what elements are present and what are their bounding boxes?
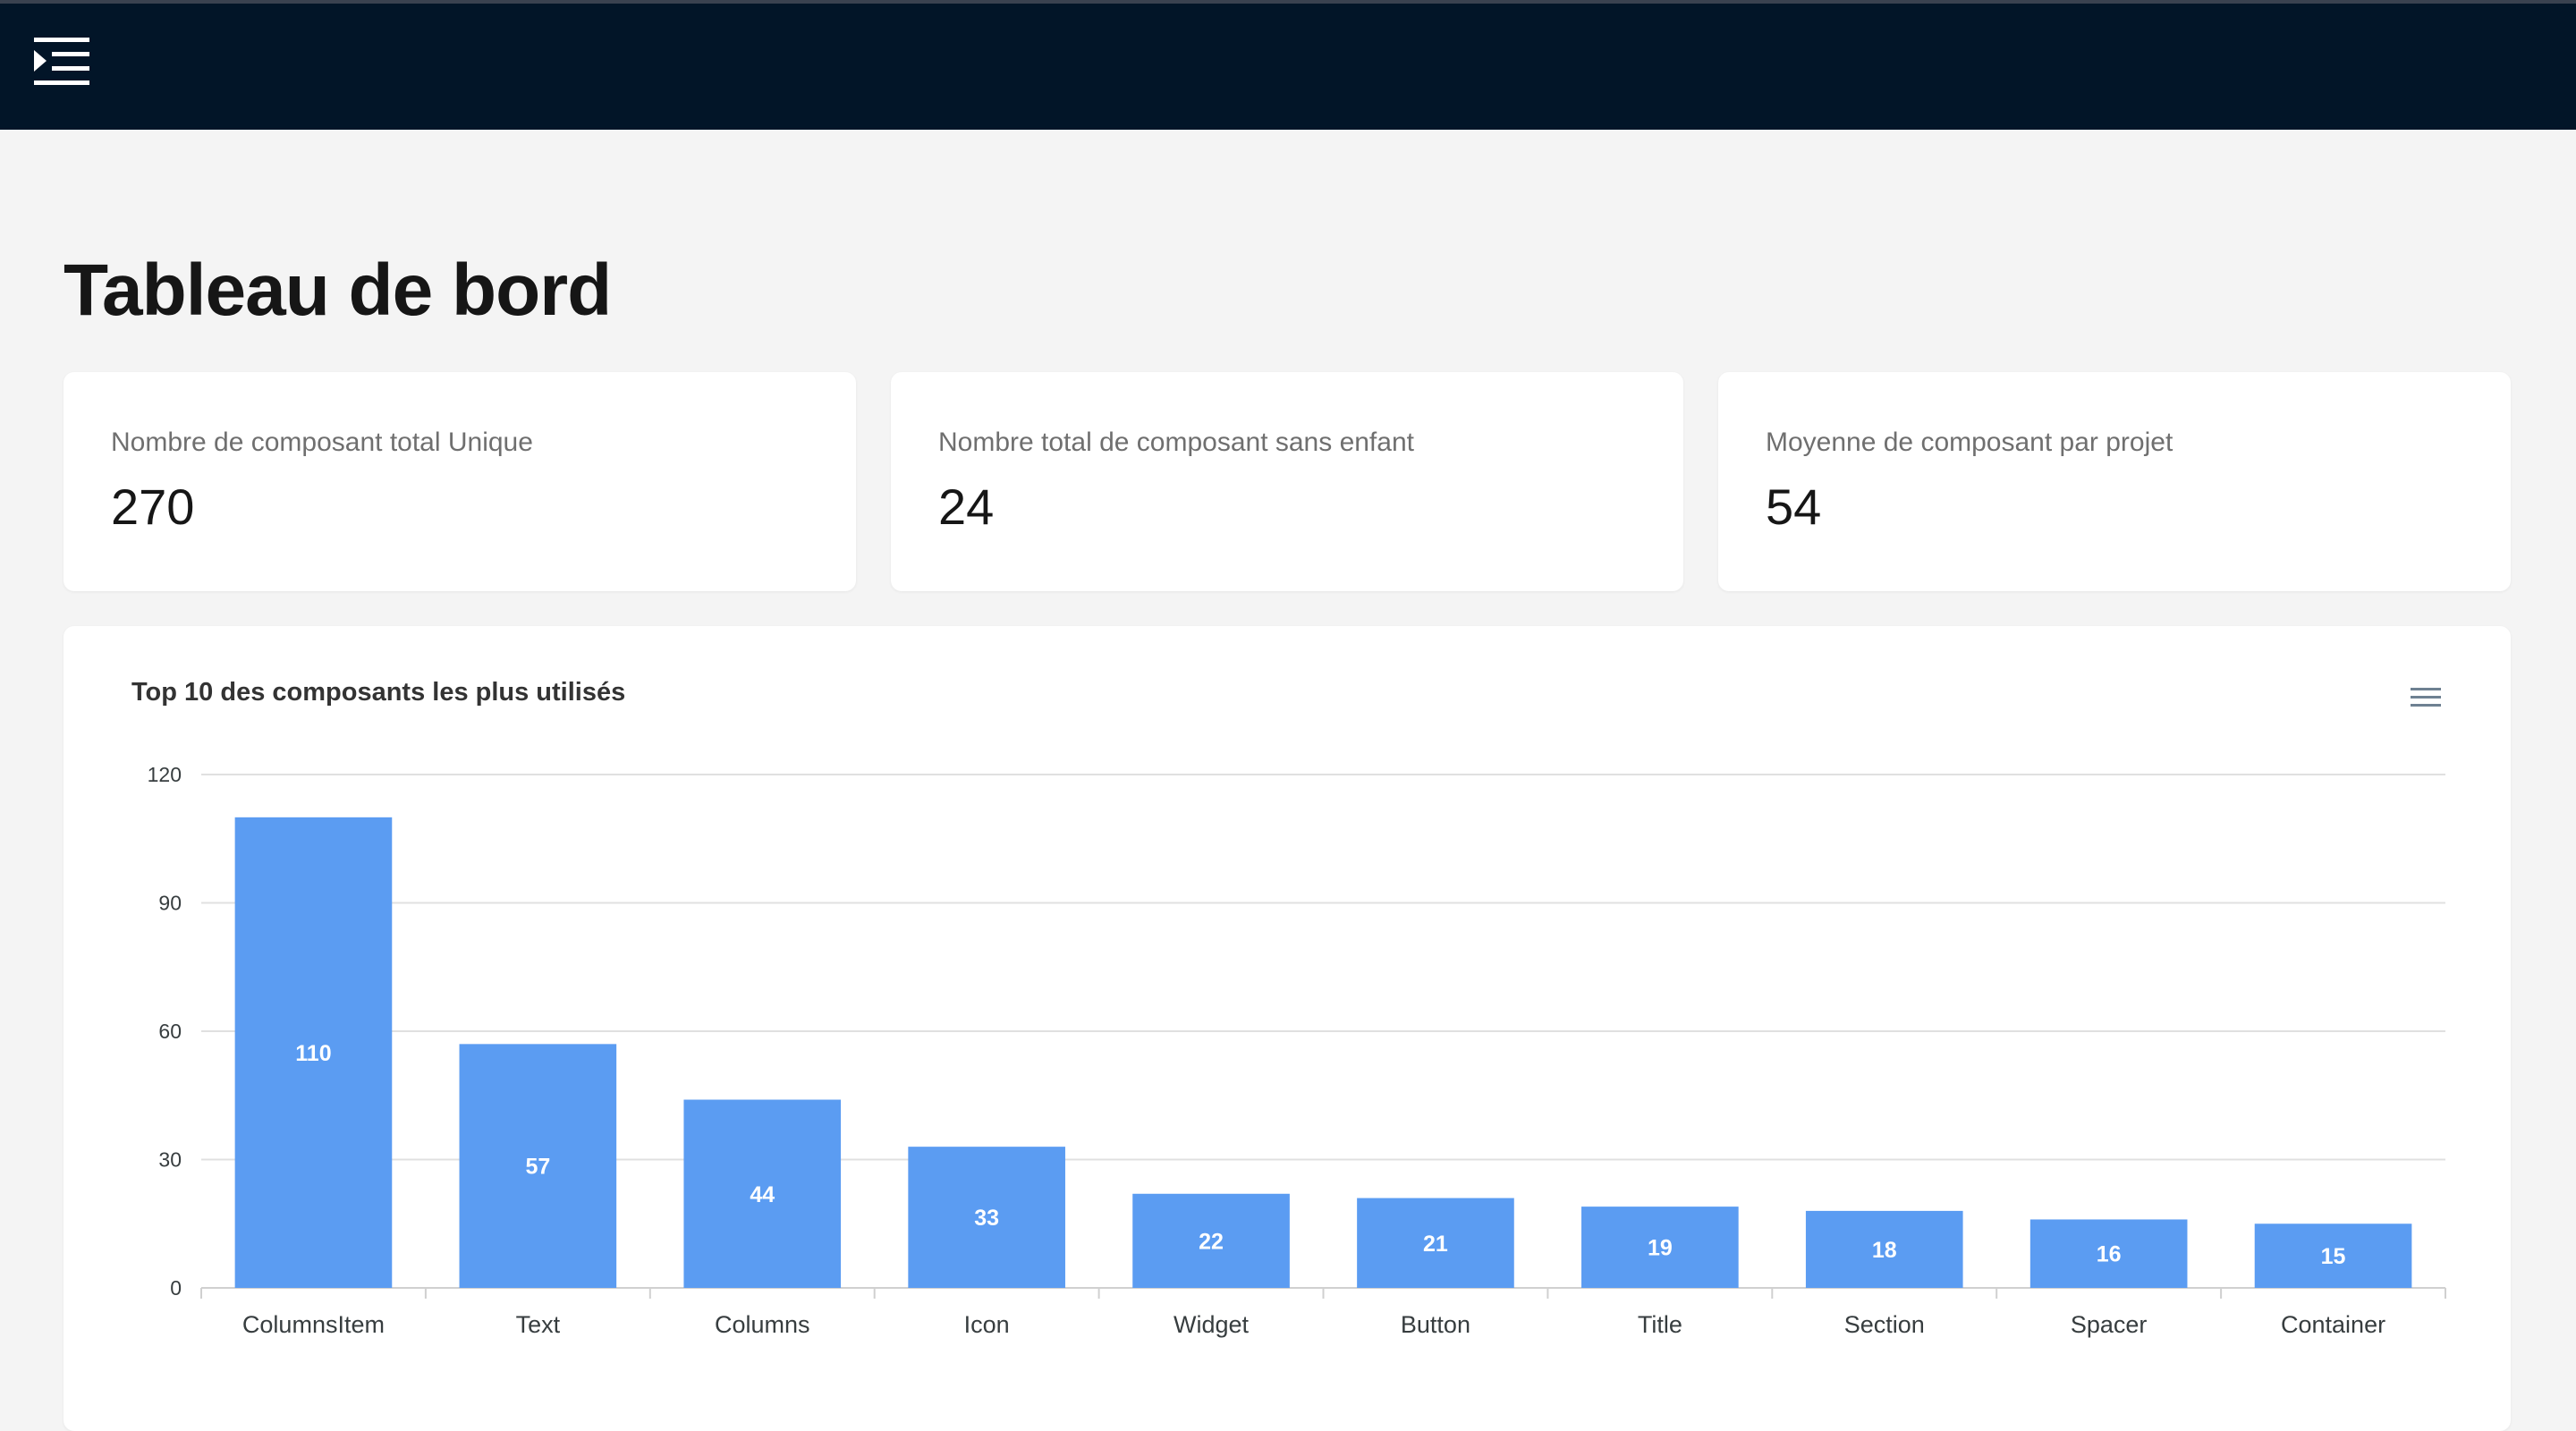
stat-value: 270 xyxy=(111,478,195,535)
y-tick-label: 90 xyxy=(158,892,182,915)
y-tick-label: 0 xyxy=(170,1276,182,1300)
menu-collapse-icon[interactable] xyxy=(29,34,93,95)
data-label: 19 xyxy=(1648,1236,1673,1261)
y-tick-label: 60 xyxy=(158,1020,182,1043)
chart-title: Top 10 des composants les plus utilisés xyxy=(131,678,626,707)
x-category-label: Container xyxy=(2281,1311,2385,1338)
y-tick-label: 120 xyxy=(148,763,182,786)
data-label: 15 xyxy=(2321,1244,2346,1269)
stat-label: Nombre total de composant sans enfant xyxy=(938,428,1414,457)
stat-card-without-children: Nombre total de composant sans enfant 24 xyxy=(891,372,1683,591)
top-components-chart-panel: Top 10 des composants les plus utilisés … xyxy=(64,626,2511,1431)
data-label: 110 xyxy=(295,1041,331,1066)
stat-label: Nombre de composant total Unique xyxy=(111,428,533,457)
data-label: 18 xyxy=(1872,1238,1897,1263)
data-label: 57 xyxy=(525,1155,550,1180)
stat-card-average-per-project: Moyenne de composant par projet 54 xyxy=(1718,372,2511,591)
bar xyxy=(2029,1219,2188,1288)
x-category-label: Text xyxy=(516,1311,561,1338)
x-category-label: Title xyxy=(1638,1311,1682,1338)
bar xyxy=(908,1147,1065,1288)
stat-card-total-unique: Nombre de composant total Unique 270 xyxy=(64,372,856,591)
x-category-label: Widget xyxy=(1174,1311,1250,1338)
data-label: 44 xyxy=(750,1182,775,1207)
bar xyxy=(459,1044,617,1288)
bar xyxy=(683,1099,842,1288)
x-category-label: Spacer xyxy=(2071,1311,2148,1338)
bar xyxy=(2254,1224,2412,1288)
data-label: 33 xyxy=(974,1206,999,1231)
stat-value: 24 xyxy=(938,478,995,535)
x-category-label: Button xyxy=(1401,1311,1470,1338)
stat-label: Moyenne de composant par projet xyxy=(1766,428,2174,457)
stat-value: 54 xyxy=(1766,478,1822,535)
page-title: Tableau de bord xyxy=(64,250,612,331)
bar xyxy=(1581,1207,1739,1288)
data-label: 22 xyxy=(1199,1229,1224,1254)
x-category-label: Section xyxy=(1844,1311,1925,1338)
data-label: 21 xyxy=(1423,1232,1448,1257)
bar xyxy=(1805,1210,1963,1288)
x-category-label: Icon xyxy=(964,1311,1010,1338)
bar xyxy=(1357,1198,1514,1288)
hamburger-menu-icon[interactable] xyxy=(2409,683,2445,712)
x-category-label: Columns xyxy=(715,1311,810,1338)
top-navigation-bar xyxy=(0,0,2576,130)
data-label: 16 xyxy=(2097,1242,2122,1267)
x-category-label: ColumnsItem xyxy=(242,1311,385,1338)
bar-chart: 0 30 60 90 120 110 ColumnsItem 57 Text 44 Columns 3… xyxy=(148,763,2446,1338)
y-tick-label: 30 xyxy=(158,1148,182,1172)
bar xyxy=(234,817,393,1288)
bar xyxy=(1132,1193,1290,1288)
